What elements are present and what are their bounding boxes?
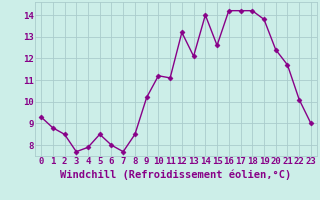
X-axis label: Windchill (Refroidissement éolien,°C): Windchill (Refroidissement éolien,°C) [60, 169, 292, 180]
